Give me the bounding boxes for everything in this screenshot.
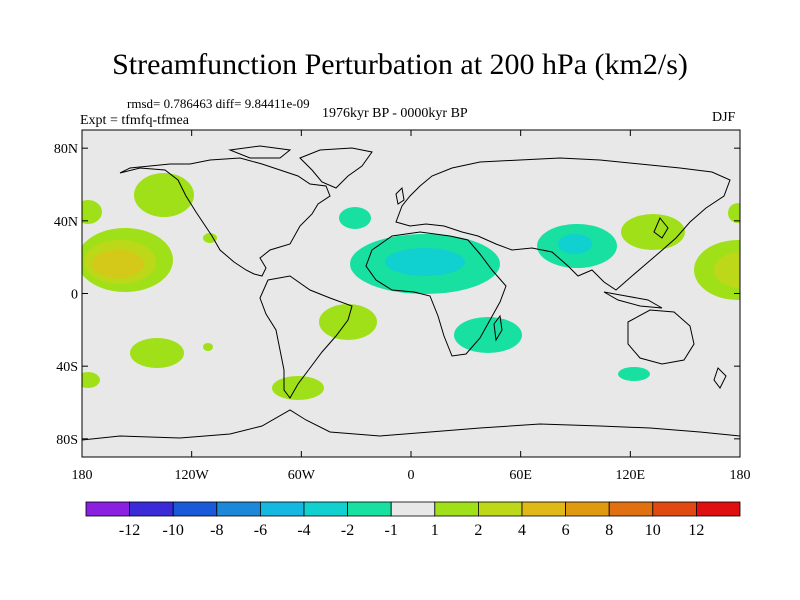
- lat-tick-label: 40S: [56, 360, 78, 375]
- anomaly-argentina: [272, 376, 324, 400]
- colorbar-swatch: [652, 501, 697, 517]
- colorbar-swatch: [565, 501, 610, 517]
- coast-arctic-islands: [228, 145, 292, 159]
- coast-greenland: [299, 147, 373, 189]
- anomaly-south-pacific: [130, 338, 184, 368]
- colorbar-swatch: [608, 501, 654, 517]
- anomaly-west-edge: [82, 200, 102, 224]
- lon-tick-label: 180: [730, 468, 751, 483]
- anomaly-south-pacific-small: [203, 343, 213, 351]
- colorbar-swatch: [434, 501, 479, 517]
- colorbar-label: 2: [474, 522, 482, 539]
- anomaly-east-pacific: [203, 233, 217, 243]
- colorbar-label: 1: [431, 522, 439, 539]
- anomaly-south-atlantic: [319, 304, 377, 340]
- axis-layer: 80N 40N 0 40S 80S 180 120W 60W 0 60E 120E 180: [54, 130, 751, 483]
- colorbar-swatch: [216, 501, 261, 517]
- map-background: [82, 130, 740, 457]
- lon-tick-label: 180: [72, 468, 93, 483]
- season-label: DJF: [712, 110, 736, 125]
- plot-title: Streamfunction Perturbation at 200 hPa (…: [112, 48, 688, 81]
- colorbar-label: -1: [385, 522, 398, 539]
- colorbar-label: -12: [119, 522, 140, 539]
- coastlines: [82, 145, 740, 441]
- coast-madagascar: [493, 314, 503, 342]
- colorbar-swatch: [85, 501, 130, 517]
- colorbar-label: -4: [297, 522, 310, 539]
- colorbar-swatch: [696, 501, 741, 517]
- anomaly-west-edge-south: [82, 372, 100, 388]
- coast-africa: [365, 231, 507, 357]
- anomaly-north-africa-core: [385, 248, 465, 276]
- anomaly-west-pacific-core: [714, 252, 740, 288]
- colorbar-label: 10: [645, 522, 661, 539]
- colorbar-swatch: [259, 501, 305, 517]
- anomaly-north-pacific-peak: [92, 250, 144, 278]
- coast-antarctica: [82, 409, 740, 441]
- colorbar-label: 8: [605, 522, 613, 539]
- colorbar-label: 6: [562, 522, 570, 539]
- colorbar-label: -6: [254, 522, 267, 539]
- colorbar-label: -2: [341, 522, 354, 539]
- lon-tick-label: 120W: [175, 468, 210, 483]
- coast-japan: [653, 217, 669, 239]
- colorbar-swatch: [129, 501, 174, 517]
- coast-new-zealand: [713, 367, 727, 389]
- lon-tick-label: 60W: [288, 468, 316, 483]
- lat-tick-label: 0: [71, 288, 78, 303]
- colorbar-label: -8: [210, 522, 223, 539]
- colorbar-swatch: [477, 501, 523, 517]
- lon-tick-label: 60E: [509, 468, 532, 483]
- anomaly-indian-ocean-south: [618, 367, 650, 381]
- lon-tick-label: 120E: [616, 468, 646, 483]
- coast-australia: [627, 309, 695, 365]
- colorbar-swatch: [521, 501, 566, 517]
- rmsd-stats: rmsd= 0.786463 diff= 9.84411e-09: [127, 96, 310, 111]
- lat-tick-label: 80S: [56, 433, 78, 448]
- lon-tick-label: 0: [408, 468, 415, 483]
- lat-tick-label: 40N: [54, 215, 78, 230]
- colorbar-label: -10: [163, 522, 184, 539]
- colorbar-swatch: [347, 501, 392, 517]
- coast-north-america: [119, 157, 331, 277]
- experiment-label: Expt = tfmfq-tfmea: [80, 113, 189, 128]
- period-label: 1976kyr BP - 0000kyr BP: [322, 106, 468, 121]
- colorbar-label: 4: [518, 522, 526, 539]
- lat-tick-label: 80N: [54, 142, 78, 157]
- anomaly-japan: [621, 214, 685, 250]
- coast-british-isles: [395, 186, 405, 205]
- colorbar-swatch: [390, 501, 436, 517]
- anomaly-north-atlantic: [339, 207, 371, 229]
- colorbar-swatch: [303, 501, 348, 517]
- anomaly-southern-africa: [454, 317, 522, 353]
- colorbar-label: 12: [688, 522, 704, 539]
- coast-eurasia: [395, 157, 731, 291]
- anomaly-east-edge-north: [728, 203, 740, 223]
- coast-south-america: [259, 275, 353, 399]
- colorbar-swatch: [172, 501, 218, 517]
- anomaly-arabia-india-core: [558, 234, 592, 254]
- coast-indonesia: [603, 291, 663, 309]
- anomaly-alaska: [134, 173, 194, 217]
- colorbar: -12 -10 -8 -6 -4 -2 -1 1 2 4 6 8 10 12: [85, 501, 741, 539]
